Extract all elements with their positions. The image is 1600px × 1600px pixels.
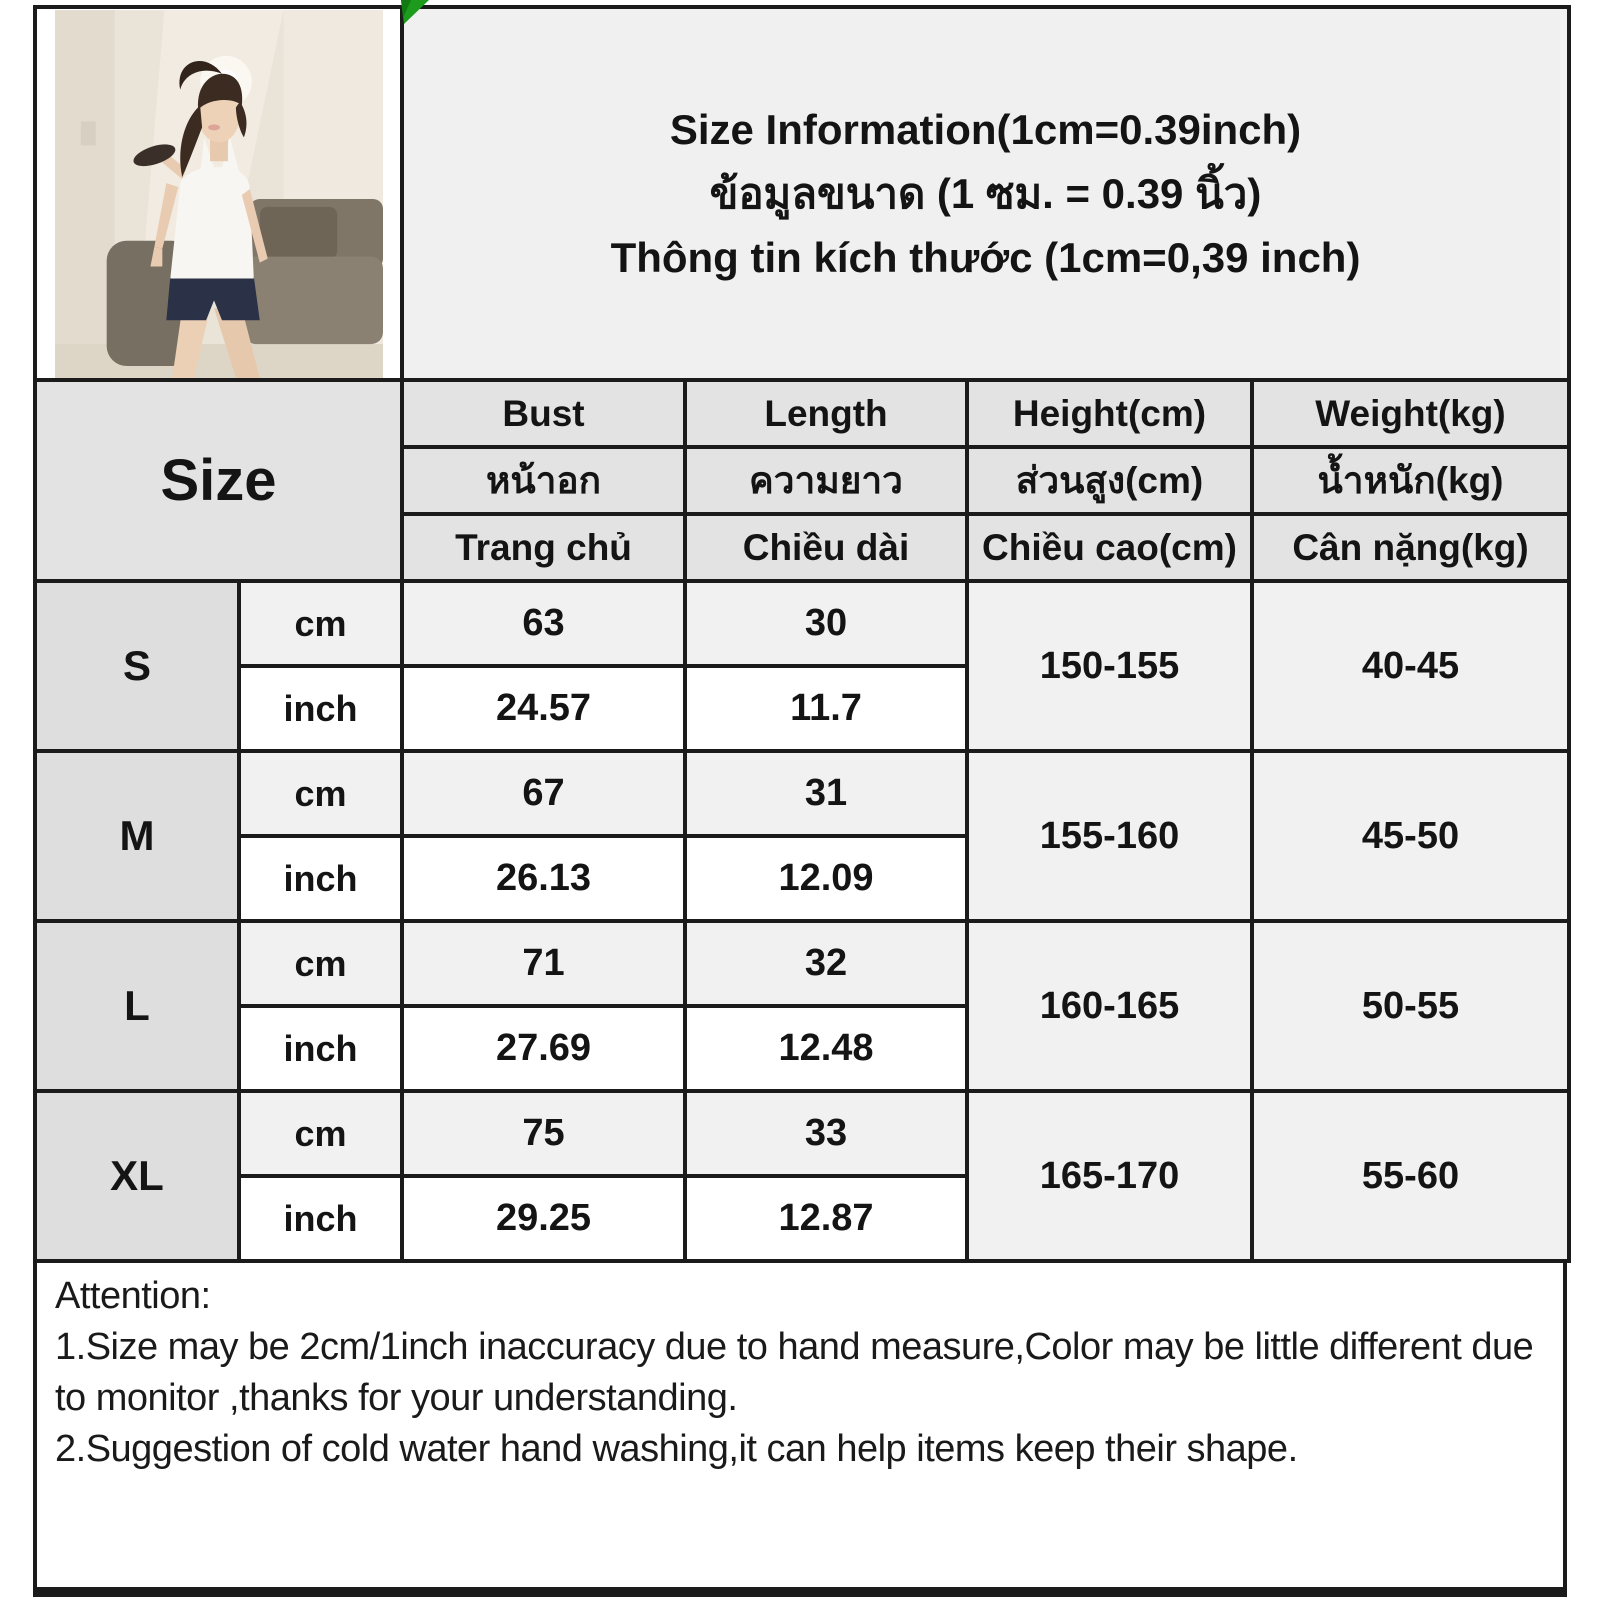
header-weight-en: Weight(kg) [1249,378,1572,449]
attention-notes: Attention: 1.Size may be 2cm/1inch inacc… [33,1263,1567,1597]
l-height: 160-165 [965,919,1254,1093]
unit-label-inch: inch [237,834,404,923]
s-bust-inch: 24.57 [400,664,687,753]
unit-label-cm: cm [237,1089,404,1178]
m-length-cm: 31 [683,749,969,838]
header-length-en: Length [683,378,969,449]
xl-weight: 55-60 [1249,1089,1572,1263]
l-length-inch: 12.48 [683,1004,969,1093]
title-line-en: Size Information(1cm=0.39inch) [669,105,1302,153]
xl-bust-cm: 75 [400,1089,687,1178]
product-photo [54,11,383,376]
l-bust-cm: 71 [400,919,687,1008]
xl-height: 165-170 [965,1089,1254,1263]
size-table: Size Information(1cm=0.39inch) ข้อมูลขนา… [33,5,1572,1263]
attention-heading: Attention: [55,1275,211,1317]
size-letter-xl: XL [33,1089,241,1263]
m-bust-cm: 67 [400,749,687,838]
unit-label-inch: inch [237,664,404,753]
attention-note-1: 1.Size may be 2cm/1inch inaccuracy due t… [55,1326,1534,1419]
header-length-th: ความยาว [683,445,969,516]
header-weight-vi: Cân nặng(kg) [1249,512,1572,583]
l-weight: 50-55 [1249,919,1572,1093]
s-weight: 40-45 [1249,579,1572,753]
title-line-th: ข้อมูลขนาด (1 ซม. = 0.39 นิ้ว) [709,169,1262,217]
product-photo-cell [33,5,404,382]
s-length-cm: 30 [683,579,969,668]
size-column-header: Size [33,378,404,583]
s-bust-cm: 63 [400,579,687,668]
header-weight-th: น้ำหนัก(kg) [1249,445,1572,516]
size-letter-s: S [33,579,241,753]
size-letter-l: L [33,919,241,1093]
xl-length-cm: 33 [683,1089,969,1178]
header-height-en: Height(cm) [965,378,1254,449]
header-bust-th: หน้าอก [400,445,687,516]
header-length-vi: Chiều dài [683,512,969,583]
attention-note-2: 2.Suggestion of cold water hand washing,… [55,1428,1298,1470]
title-line-vi: Thông tin kích thước (1cm=0,39 inch) [610,233,1361,281]
unit-label-cm: cm [237,579,404,668]
green-triangle-mark [401,0,429,24]
xl-length-inch: 12.87 [683,1174,969,1263]
header-bust-vi: Trang chủ [400,512,687,583]
s-height: 150-155 [965,579,1254,753]
l-length-cm: 32 [683,919,969,1008]
unit-label-cm: cm [237,749,404,838]
m-weight: 45-50 [1249,749,1572,923]
l-bust-inch: 27.69 [400,1004,687,1093]
unit-label-cm: cm [237,919,404,1008]
m-length-inch: 12.09 [683,834,969,923]
header-bust-en: Bust [400,378,687,449]
unit-label-inch: inch [237,1004,404,1093]
xl-bust-inch: 29.25 [400,1174,687,1263]
m-bust-inch: 26.13 [400,834,687,923]
m-height: 155-160 [965,749,1254,923]
title-cell: Size Information(1cm=0.39inch) ข้อมูลขนา… [399,5,1572,382]
header-height-vi: Chiều cao(cm) [965,512,1254,583]
s-length-inch: 11.7 [683,664,969,753]
header-height-th: ส่วนสูง(cm) [965,445,1254,516]
unit-label-inch: inch [237,1174,404,1263]
size-letter-m: M [33,749,241,923]
